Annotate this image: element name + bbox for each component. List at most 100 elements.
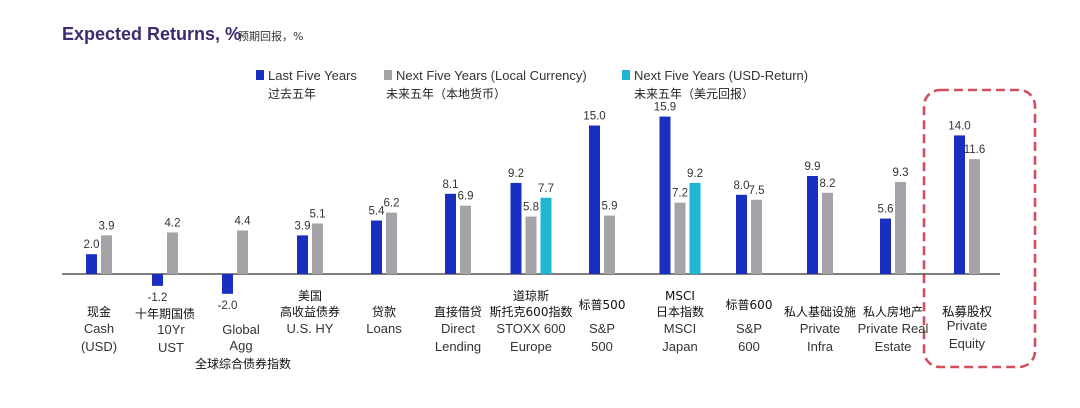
value-label-1-series-0: -1.2 bbox=[148, 292, 168, 304]
bar-4-series-1 bbox=[386, 212, 397, 274]
category-zh-1: 十年期国债 bbox=[135, 307, 195, 321]
category-en-10-1: Infra bbox=[807, 339, 834, 354]
private-equity-highlight-box bbox=[922, 88, 1037, 369]
bar-12-series-0 bbox=[954, 135, 965, 274]
bar-8-series-0 bbox=[659, 116, 671, 274]
category-en-6-0: STOXX 600 bbox=[496, 321, 565, 336]
legend-label-next-usd: Next Five Years (USD-Return) bbox=[634, 68, 808, 83]
legend-label-next-local: Next Five Years (Local Currency) bbox=[396, 68, 587, 83]
value-label-11-series-0: 5.6 bbox=[878, 204, 894, 216]
category-en-11-1: Estate bbox=[875, 339, 912, 354]
value-label-10-series-1: 8.2 bbox=[820, 178, 836, 190]
category-en-1-0: 10Yr bbox=[157, 322, 185, 337]
legend-label-last-five: Last Five Years bbox=[268, 68, 357, 83]
value-label-5-series-1: 6.9 bbox=[458, 191, 474, 203]
category-zh-4: 贷款 bbox=[372, 305, 396, 319]
category-en-2-0: Global bbox=[222, 322, 260, 337]
category-zh2-6: 斯托克600指数 bbox=[490, 304, 573, 319]
value-label-6-series-2: 7.7 bbox=[538, 183, 554, 195]
bar-6-series-1 bbox=[525, 216, 537, 274]
category-zh-12: 私募股权 bbox=[942, 304, 993, 319]
category-zh-8: MSCI bbox=[665, 289, 695, 303]
bar-2-series-1 bbox=[237, 230, 248, 274]
bar-7-series-0 bbox=[589, 125, 600, 274]
category-en-8-0: MSCI bbox=[664, 321, 697, 336]
value-label-12-series-0: 14.0 bbox=[948, 120, 970, 132]
bar-0-series-1 bbox=[101, 235, 112, 274]
legend-swatch-next-usd bbox=[622, 70, 630, 80]
category-en-7-0: S&P bbox=[589, 321, 615, 336]
category-zh-6: 道琼斯 bbox=[513, 288, 549, 303]
value-label-12-series-1: 11.6 bbox=[964, 144, 986, 156]
bar-8-series-1 bbox=[674, 202, 686, 274]
value-label-2-series-1: 4.4 bbox=[235, 215, 252, 227]
value-label-2-series-0: -2.0 bbox=[218, 300, 238, 312]
category-en-12-0: Private bbox=[947, 318, 987, 333]
category-en-7-1: 500 bbox=[591, 339, 613, 354]
category-en-2-1: Agg bbox=[229, 338, 252, 353]
bar-9-series-0 bbox=[736, 194, 747, 274]
bar-6-series-0 bbox=[510, 182, 522, 274]
category-en-9-0: S&P bbox=[736, 321, 762, 336]
value-label-7-series-0: 15.0 bbox=[583, 111, 605, 123]
bar-6-series-2 bbox=[540, 197, 552, 274]
legend-label-last-five-zh: 过去五年 bbox=[268, 87, 316, 101]
chart-title: Expected Returns, % bbox=[62, 24, 241, 44]
category-en-4-0: Loans bbox=[366, 321, 402, 336]
bar-8-series-2 bbox=[689, 182, 701, 274]
value-label-9-series-1: 7.5 bbox=[749, 185, 765, 197]
category-en-9-1: 600 bbox=[738, 339, 760, 354]
bar-0-series-0 bbox=[86, 254, 97, 274]
bar-3-series-0 bbox=[297, 235, 308, 274]
bar-1-series-0 bbox=[152, 274, 163, 286]
bar-10-series-0 bbox=[807, 175, 818, 274]
category-en-6-1: Europe bbox=[510, 339, 552, 354]
bar-12-series-1 bbox=[969, 159, 980, 274]
category-en-8-1: Japan bbox=[662, 339, 697, 354]
category-zh-10: 私人基础设施 bbox=[784, 305, 856, 319]
category-en-5-0: Direct bbox=[441, 321, 475, 336]
value-label-5-series-0: 8.1 bbox=[443, 179, 459, 191]
value-label-6-series-0: 9.2 bbox=[508, 168, 524, 180]
value-label-3-series-1: 5.1 bbox=[310, 209, 326, 221]
value-label-1-series-1: 4.2 bbox=[165, 217, 181, 229]
legend-swatch-last-five bbox=[256, 70, 264, 80]
bar-11-series-1 bbox=[895, 181, 906, 274]
category-zh-7: 标普500 bbox=[579, 298, 626, 312]
chart-subtitle: 预期回报，% bbox=[238, 29, 303, 43]
bar-11-series-0 bbox=[880, 218, 891, 274]
value-label-8-series-0: 15.9 bbox=[654, 102, 676, 114]
category-zh-3: 美国 bbox=[298, 289, 322, 303]
value-label-10-series-0: 9.9 bbox=[805, 161, 821, 173]
bar-9-series-1 bbox=[751, 199, 762, 274]
category-zh-5: 直接借贷 bbox=[434, 304, 482, 319]
category-en-5-1: Lending bbox=[435, 339, 481, 354]
category-en-0-1: (USD) bbox=[81, 339, 117, 354]
bar-4-series-0 bbox=[371, 220, 382, 274]
category-zh2-8: 日本指数 bbox=[656, 304, 704, 319]
legend-swatch-next-local bbox=[384, 70, 392, 80]
bar-7-series-1 bbox=[604, 215, 615, 274]
value-label-4-series-1: 6.2 bbox=[384, 198, 400, 210]
value-label-0-series-1: 3.9 bbox=[99, 220, 115, 232]
bar-1-series-1 bbox=[167, 232, 178, 274]
value-label-3-series-0: 3.9 bbox=[295, 220, 311, 232]
value-label-11-series-1: 9.3 bbox=[893, 167, 909, 179]
category-en-0-0: Cash bbox=[84, 321, 114, 336]
value-label-9-series-0: 8.0 bbox=[734, 180, 750, 192]
category-en-3-0: U.S. HY bbox=[287, 321, 334, 336]
category-zh-9: 标普600 bbox=[726, 298, 773, 312]
bar-10-series-1 bbox=[822, 192, 833, 274]
category-zh-2: 全球综合债券指数 bbox=[195, 356, 291, 371]
bar-2-series-0 bbox=[222, 274, 233, 294]
value-label-8-series-2: 9.2 bbox=[687, 168, 703, 180]
category-en-11-0: Private Real bbox=[858, 321, 929, 336]
category-en-10-0: Private bbox=[800, 321, 840, 336]
legend: Last Five Years 过去五年 Next Five Years (Lo… bbox=[256, 68, 808, 101]
value-label-0-series-0: 2.0 bbox=[84, 239, 100, 251]
bar-5-series-0 bbox=[445, 193, 456, 274]
category-en-1-1: UST bbox=[158, 340, 184, 355]
category-zh-0: 现金 bbox=[87, 304, 111, 319]
